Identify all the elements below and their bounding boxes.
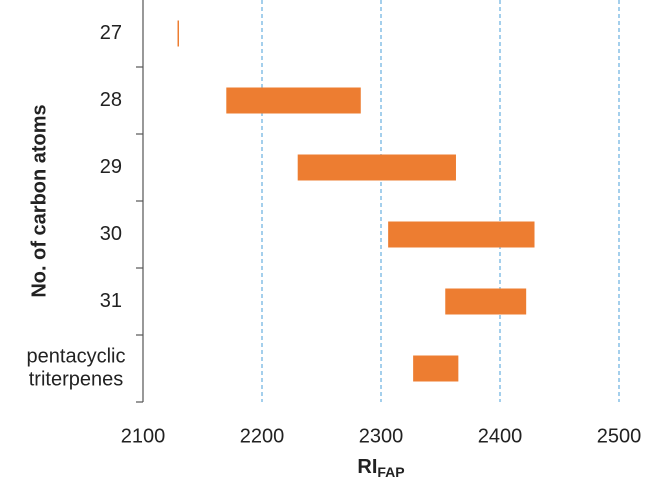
range-bar (226, 87, 361, 114)
x-tick-label: 2500 (597, 425, 642, 447)
range-bar (388, 221, 535, 248)
range-bar (445, 288, 527, 315)
y-tick-label: pentacyclic triterpenes (27, 346, 126, 391)
x-axis-title-sub: FAP (377, 464, 404, 480)
x-tick-label: 2100 (121, 425, 166, 447)
y-tick-label: 30 (100, 223, 122, 245)
range-bar (297, 154, 456, 181)
x-tick-label: 2200 (240, 425, 285, 447)
y-tick-label: 31 (100, 290, 122, 312)
x-axis-title: RIFAP (357, 456, 404, 479)
y-tick-label-line: triterpenes (29, 369, 124, 391)
range-bar (177, 20, 180, 47)
y-axis-title: No. of carbon atoms (28, 104, 50, 297)
y-tick-label: 28 (100, 89, 122, 111)
y-tick-label-line: pentacyclic (27, 346, 126, 368)
x-tick-label: 2400 (478, 425, 523, 447)
y-tick-label: 27 (100, 22, 122, 44)
x-axis-title-main: RI (357, 456, 377, 478)
x-tick-label: 2300 (359, 425, 404, 447)
y-tick-label: 29 (100, 156, 122, 178)
range-bar (413, 355, 459, 382)
